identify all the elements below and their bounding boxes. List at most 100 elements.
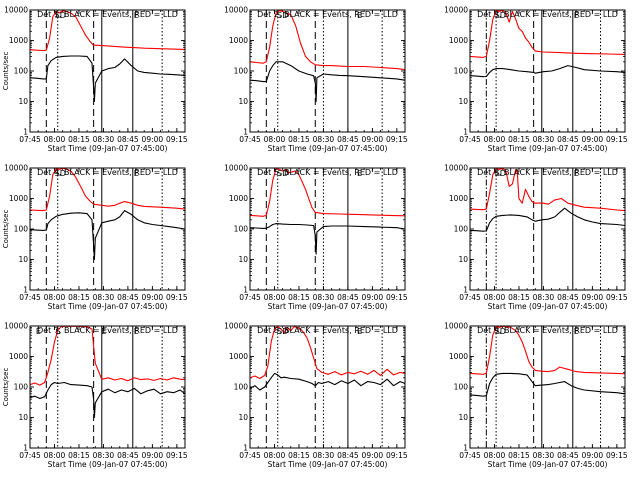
y-tick-label: 100 [454,225,469,234]
marker-annotation: SD [55,11,66,20]
y-tick-label: 1 [243,128,248,137]
y-tick-label: 10 [238,97,248,106]
marker-annotation: SD [277,169,288,178]
plot-data [30,10,185,132]
x-tick-label: 08:45 [337,293,359,302]
y-tick-label: 10000 [224,322,248,331]
x-tick-label: 08:15 [288,451,310,460]
x-tick-label: 08:15 [508,451,530,460]
y-tick-label: 1000 [9,194,28,203]
lld-series-line [30,326,185,386]
x-tick-label: 08:00 [484,135,506,144]
x-tick-label: 08:15 [288,135,310,144]
y-tick-label: 10 [238,255,248,264]
x-tick-label: 08:30 [533,451,555,460]
y-tick-label: 1 [23,444,28,453]
marker-annotation: SD [495,11,506,20]
chart-title: Det 7, BLACK = Events, RED = LLD [37,326,178,335]
chart-panel: 1 10 100 1000 10000 07:45 08:00 08:15 08:30 08:45… [224,6,408,154]
x-tick-label: 08:30 [533,293,555,302]
plot-frame [29,167,186,291]
lld-series-line [250,10,405,71]
x-tick-label: 09:15 [606,293,628,302]
x-axis-label: Start Time (09-Jan-07 07:45:00) [48,144,168,153]
lld-series-line [250,326,405,380]
x-tick-label: 08:30 [93,293,115,302]
x-tick-label: 08:00 [44,135,66,144]
x-tick-label: 09:15 [606,135,628,144]
x-tick-label: 08:45 [557,135,579,144]
chart-panel: 1 10 100 1000 10000 07:45 08:00 08:15 08:30 08:45… [224,164,408,312]
chart-title: Det 3, BLACK = Events, RED = LLD [477,10,618,19]
y-tick-label: 1 [23,128,28,137]
lld-series-line [250,168,405,217]
y-tick-label: 10000 [4,322,28,331]
y-tick-label: 10000 [224,6,248,15]
y-tick-label: 10 [18,255,28,264]
x-tick-label: 08:45 [337,451,359,460]
plot-frame [29,325,186,449]
y-tick-label: 1 [463,444,468,453]
x-tick-label: 08:30 [533,135,555,144]
chart-title: Det 4, BLACK = Events, RED = LLD [37,168,178,177]
x-tick-label: 08:15 [508,135,530,144]
x-tick-label: 07:45 [459,451,481,460]
y-tick-label: 1000 [449,194,468,203]
y-tick-label: 1 [23,286,28,295]
x-tick-label: 09:00 [362,451,384,460]
marker-annotation: E [134,327,139,336]
plot-frame [249,9,406,133]
marker-annotation: SD [495,169,506,178]
x-tick-label: 09:00 [582,451,604,460]
x-tick-label: 08:00 [484,451,506,460]
marker-annotation: E [134,169,139,178]
y-tick-label: 1 [463,128,468,137]
y-axis-label: Counts/sec [2,368,10,407]
y-tick-label: 1000 [449,352,468,361]
marker-annotation: E [134,11,139,20]
events-series-line [250,372,405,391]
events-series-line [30,210,185,261]
plot-data [250,10,405,132]
marker-annotation: E [357,11,362,20]
plot-data [470,10,625,132]
x-tick-label: 09:15 [386,293,408,302]
marker-annotation: S [55,327,60,336]
x-tick-label: 08:00 [44,293,66,302]
x-tick-label: 08:15 [68,451,90,460]
y-tick-label: 100 [14,67,29,76]
x-tick-label: 08:00 [264,293,286,302]
x-tick-label: 09:15 [386,451,408,460]
marker-annotation: SD [495,327,506,336]
plot-frame [469,9,626,133]
events-series-line [250,223,405,255]
y-tick-label: 1000 [9,36,28,45]
y-tick-label: 1000 [449,36,468,45]
y-tick-label: 1000 [229,352,248,361]
y-tick-label: 10 [458,255,468,264]
marker-annotation: E [357,327,362,336]
x-axis-label: Start Time (09-Jan-07 07:45:00) [488,144,608,153]
x-tick-label: 08:30 [313,293,335,302]
y-tick-label: 1 [243,286,248,295]
marker-annotation: E [357,169,362,178]
x-tick-label: 07:45 [239,135,261,144]
x-tick-label: 08:30 [313,451,335,460]
y-tick-label: 100 [454,67,469,76]
x-tick-label: 09:00 [362,135,384,144]
plot-frame [29,9,186,133]
y-tick-label: 1000 [9,352,28,361]
x-tick-label: 08:15 [288,293,310,302]
chart-panel: 1 10 100 1000 10000 07:45 08:00 08:15 08:30 08:45… [2,164,188,312]
chart-title: Det 9, BLACK = Events, RED = LLD [477,326,618,335]
marker-annotation: E [574,11,579,20]
x-tick-label: 08:30 [93,451,115,460]
marker-annotation: E [36,327,41,336]
x-axis-label: Start Time (09-Jan-07 07:45:00) [268,144,388,153]
events-series-line [470,372,625,397]
plot-frame [249,167,406,291]
plot-frame [249,325,406,449]
y-tick-label: 100 [14,225,29,234]
x-axis-label: Start Time (09-Jan-07 07:45:00) [488,302,608,311]
